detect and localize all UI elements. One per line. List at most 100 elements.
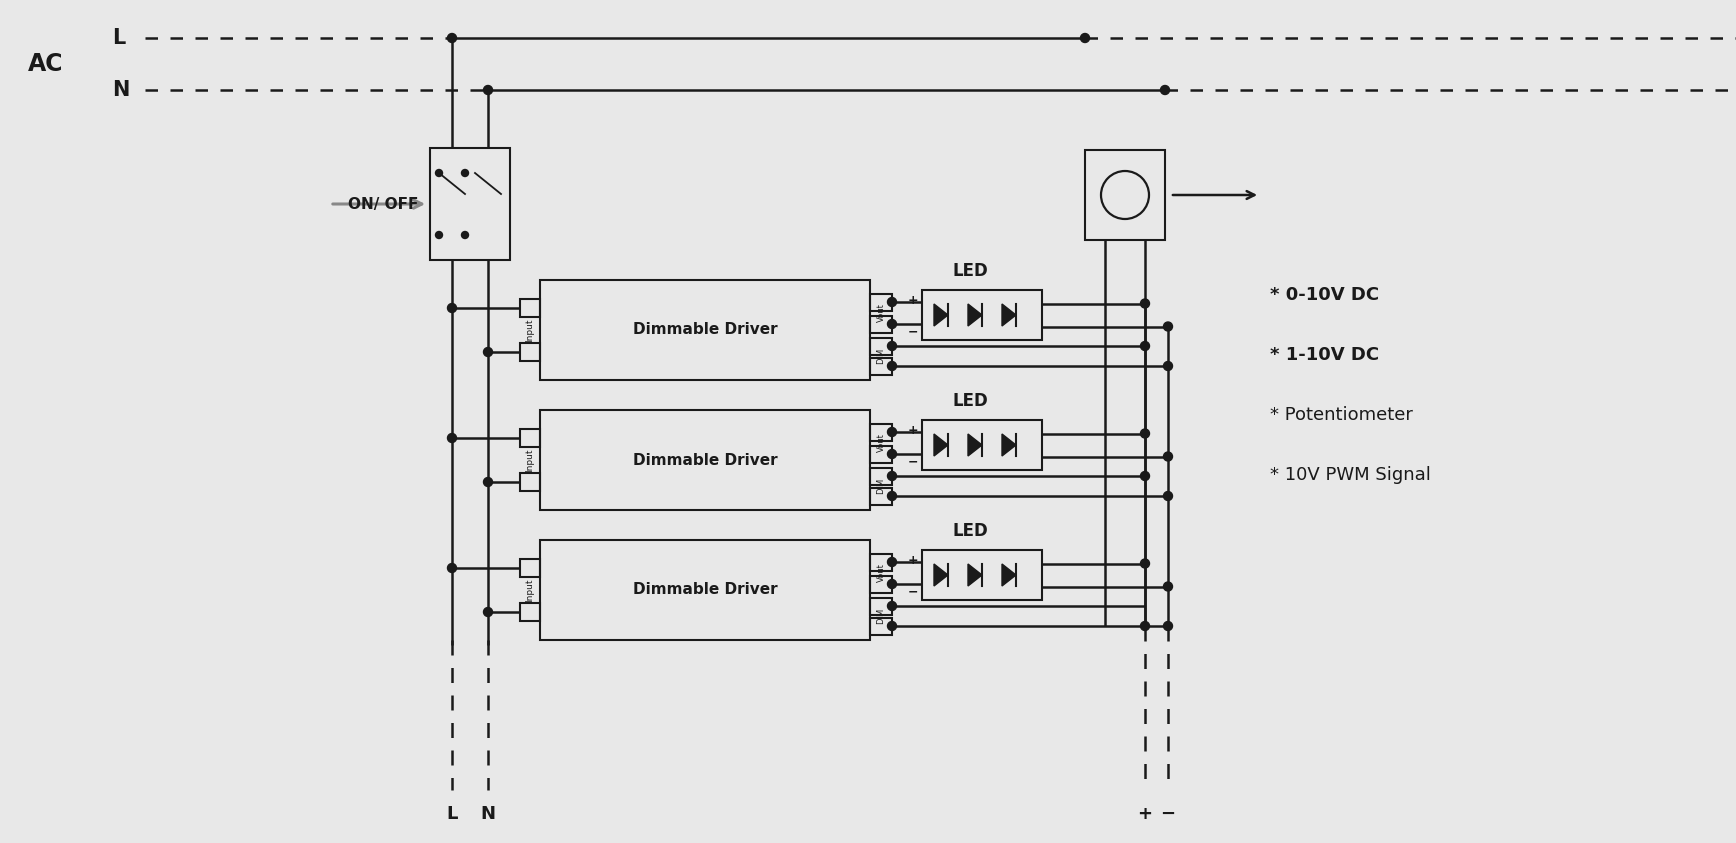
Circle shape bbox=[1163, 362, 1172, 371]
Circle shape bbox=[887, 491, 896, 501]
Text: * Potentiometer: * Potentiometer bbox=[1271, 406, 1413, 424]
Circle shape bbox=[887, 449, 896, 459]
Text: AC: AC bbox=[28, 52, 64, 76]
Circle shape bbox=[484, 347, 493, 357]
Circle shape bbox=[1080, 34, 1090, 42]
Bar bbox=[870, 487, 892, 504]
Polygon shape bbox=[1002, 304, 1016, 326]
Bar bbox=[540, 410, 870, 510]
Text: +: + bbox=[908, 423, 918, 437]
Circle shape bbox=[887, 319, 896, 329]
Text: +: + bbox=[908, 293, 918, 307]
Text: * 0-10V DC: * 0-10V DC bbox=[1271, 286, 1378, 304]
Circle shape bbox=[1163, 582, 1172, 591]
Circle shape bbox=[1163, 491, 1172, 501]
Circle shape bbox=[1141, 341, 1149, 351]
Text: N: N bbox=[481, 805, 495, 823]
Circle shape bbox=[887, 602, 896, 610]
Bar bbox=[870, 554, 892, 571]
Text: +: + bbox=[1137, 805, 1153, 823]
Bar bbox=[540, 540, 870, 640]
Bar bbox=[540, 280, 870, 380]
Text: −: − bbox=[908, 586, 918, 599]
Polygon shape bbox=[934, 304, 948, 326]
Text: −: − bbox=[908, 455, 918, 469]
Polygon shape bbox=[1002, 434, 1016, 456]
Circle shape bbox=[448, 34, 457, 42]
Bar bbox=[922, 420, 1042, 470]
Bar bbox=[521, 429, 540, 447]
Bar bbox=[870, 293, 892, 310]
Circle shape bbox=[436, 232, 443, 239]
Circle shape bbox=[448, 303, 457, 313]
Bar bbox=[870, 468, 892, 485]
Circle shape bbox=[1163, 621, 1172, 631]
Bar bbox=[922, 550, 1042, 600]
Text: DIM: DIM bbox=[877, 348, 885, 364]
Bar bbox=[870, 337, 892, 355]
Bar bbox=[431, 148, 510, 260]
Text: −: − bbox=[908, 325, 918, 339]
Text: Dimmable Driver: Dimmable Driver bbox=[632, 583, 778, 598]
Circle shape bbox=[887, 362, 896, 371]
Polygon shape bbox=[969, 434, 983, 456]
Circle shape bbox=[887, 557, 896, 566]
Circle shape bbox=[1141, 621, 1149, 631]
Text: LED: LED bbox=[951, 522, 988, 540]
Circle shape bbox=[484, 608, 493, 616]
Text: Vout: Vout bbox=[877, 564, 885, 583]
Circle shape bbox=[448, 433, 457, 443]
Bar bbox=[521, 299, 540, 317]
Text: Vout: Vout bbox=[877, 303, 885, 322]
Polygon shape bbox=[934, 434, 948, 456]
Circle shape bbox=[887, 341, 896, 351]
Text: * 1-10V DC: * 1-10V DC bbox=[1271, 346, 1378, 364]
Text: Input: Input bbox=[526, 319, 535, 341]
Circle shape bbox=[1163, 322, 1172, 331]
Circle shape bbox=[887, 471, 896, 481]
Circle shape bbox=[1141, 471, 1149, 481]
Circle shape bbox=[1160, 85, 1170, 94]
Circle shape bbox=[887, 579, 896, 588]
Text: +: + bbox=[908, 554, 918, 566]
Text: Vout: Vout bbox=[877, 433, 885, 453]
Bar bbox=[922, 290, 1042, 340]
Text: L: L bbox=[446, 805, 458, 823]
Circle shape bbox=[1141, 429, 1149, 438]
Polygon shape bbox=[1002, 564, 1016, 586]
Text: Input: Input bbox=[526, 578, 535, 602]
Bar bbox=[1085, 150, 1165, 240]
Bar bbox=[870, 576, 892, 593]
Circle shape bbox=[1141, 559, 1149, 568]
Bar bbox=[870, 618, 892, 635]
Bar bbox=[521, 603, 540, 621]
Bar bbox=[870, 598, 892, 615]
Polygon shape bbox=[969, 304, 983, 326]
Bar bbox=[521, 559, 540, 577]
Text: LED: LED bbox=[951, 392, 988, 410]
Text: L: L bbox=[113, 28, 125, 48]
Text: Input: Input bbox=[526, 448, 535, 472]
Circle shape bbox=[887, 621, 896, 631]
Bar bbox=[870, 315, 892, 332]
Circle shape bbox=[484, 477, 493, 486]
Circle shape bbox=[462, 169, 469, 176]
Polygon shape bbox=[969, 564, 983, 586]
Circle shape bbox=[436, 169, 443, 176]
Circle shape bbox=[448, 563, 457, 572]
Text: * 10V PWM Signal: * 10V PWM Signal bbox=[1271, 466, 1430, 484]
Text: Dimmable Driver: Dimmable Driver bbox=[632, 453, 778, 468]
Bar bbox=[870, 357, 892, 374]
Polygon shape bbox=[934, 564, 948, 586]
Circle shape bbox=[462, 232, 469, 239]
Text: Dimmable Driver: Dimmable Driver bbox=[632, 323, 778, 337]
Text: DIM: DIM bbox=[877, 608, 885, 624]
Text: LED: LED bbox=[951, 262, 988, 280]
Bar bbox=[521, 343, 540, 361]
Circle shape bbox=[887, 298, 896, 307]
Bar bbox=[870, 423, 892, 441]
Bar bbox=[521, 473, 540, 491]
Text: ON/ OFF: ON/ OFF bbox=[347, 196, 418, 212]
Text: −: − bbox=[1160, 805, 1175, 823]
Bar bbox=[870, 445, 892, 463]
